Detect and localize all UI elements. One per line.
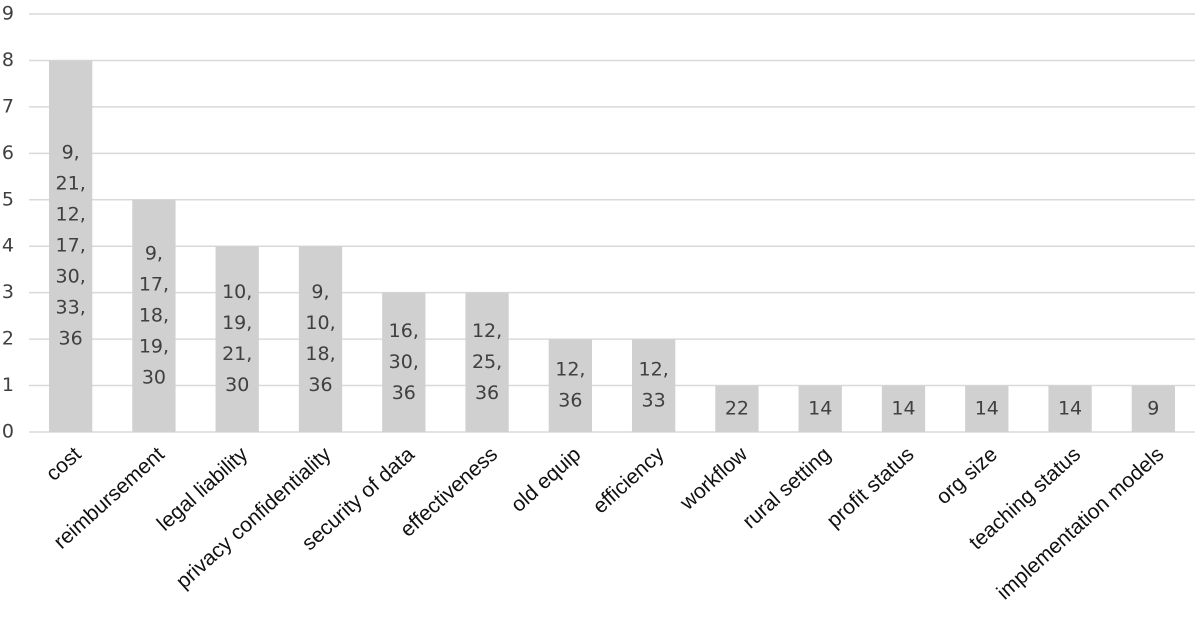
bar-annotation: 17, xyxy=(139,273,169,295)
bar-annotation: 36 xyxy=(59,328,83,350)
bar-annotation: 12, xyxy=(56,204,86,226)
bar-annotation: 17, xyxy=(56,235,86,257)
bar-annotation: 36 xyxy=(308,374,332,396)
bar-annotation: 14 xyxy=(1058,397,1082,419)
bar-annotation: 21, xyxy=(56,173,86,195)
bar-annotation: 30 xyxy=(142,366,166,388)
y-tick-label: 6 xyxy=(2,142,14,164)
y-tick-label: 4 xyxy=(2,235,14,257)
bar xyxy=(465,292,509,432)
bar xyxy=(631,339,676,432)
bar-annotation: 12, xyxy=(639,359,669,381)
x-tick-label: profit status xyxy=(822,443,918,533)
bar-annotation: 10, xyxy=(222,281,252,303)
y-tick-label: 7 xyxy=(2,95,14,117)
bar xyxy=(715,385,759,432)
x-tick-label: org size xyxy=(932,443,1002,509)
bar-annotation: 12, xyxy=(555,359,585,381)
bar-annotation: 30, xyxy=(389,351,419,373)
y-tick-label: 9 xyxy=(2,3,14,25)
bar-annotation: 16, xyxy=(389,320,419,342)
bar-annotation: 14 xyxy=(975,397,999,419)
x-tick-label: efficiency xyxy=(589,442,670,518)
bar-annotation: 21, xyxy=(222,343,252,365)
x-tick-label: cost xyxy=(42,443,86,486)
bar-annotation: 18, xyxy=(305,343,335,365)
bar-annotation: 30 xyxy=(225,374,249,396)
y-tick-label: 8 xyxy=(2,49,14,71)
y-tick-label: 3 xyxy=(2,281,14,303)
bar-annotation: 36 xyxy=(558,390,582,412)
bar-annotation: 22 xyxy=(725,397,749,419)
bar xyxy=(132,199,176,432)
bar-annotation: 19, xyxy=(222,312,252,334)
bar-annotation: 9, xyxy=(311,281,329,303)
bar-annotation: 30, xyxy=(56,266,86,288)
y-tick-label: 1 xyxy=(2,374,14,396)
y-tick-label: 0 xyxy=(2,421,14,443)
bar-annotation: 36 xyxy=(392,382,416,404)
bar xyxy=(965,385,1009,432)
bar xyxy=(548,339,593,432)
bar xyxy=(881,385,926,432)
bar-annotation: 9 xyxy=(1147,397,1159,419)
bar-annotation: 18, xyxy=(139,304,169,326)
x-tick-label: rural setting xyxy=(738,443,835,534)
bar xyxy=(215,246,259,432)
bar-annotation: 14 xyxy=(891,397,915,419)
bar xyxy=(1131,385,1176,432)
bar-annotation: 14 xyxy=(808,397,832,419)
x-tick-label: workflow xyxy=(675,442,752,515)
bar-annotation: 25, xyxy=(472,351,502,373)
y-tick-label: 2 xyxy=(2,328,14,350)
y-tick-label: 5 xyxy=(2,188,14,210)
bar xyxy=(382,292,426,432)
bar-annotation: 9, xyxy=(62,142,80,164)
bar-annotation: 36 xyxy=(475,382,499,404)
bar xyxy=(798,385,842,432)
bar-annotation: 9, xyxy=(145,242,163,264)
bar xyxy=(48,60,93,432)
x-tick-label: old equip xyxy=(507,443,586,517)
x-tick-label: privacy confidentiality xyxy=(172,442,336,593)
x-tick-label: implementation models xyxy=(993,443,1169,605)
bar-annotation: 12, xyxy=(472,320,502,342)
bar-annotation: 33, xyxy=(56,297,86,319)
bar-annotation: 19, xyxy=(139,335,169,357)
bar xyxy=(298,246,343,432)
bar-annotation: 10, xyxy=(305,312,335,334)
bar-annotation: 33 xyxy=(642,390,666,412)
bar xyxy=(1048,385,1092,432)
